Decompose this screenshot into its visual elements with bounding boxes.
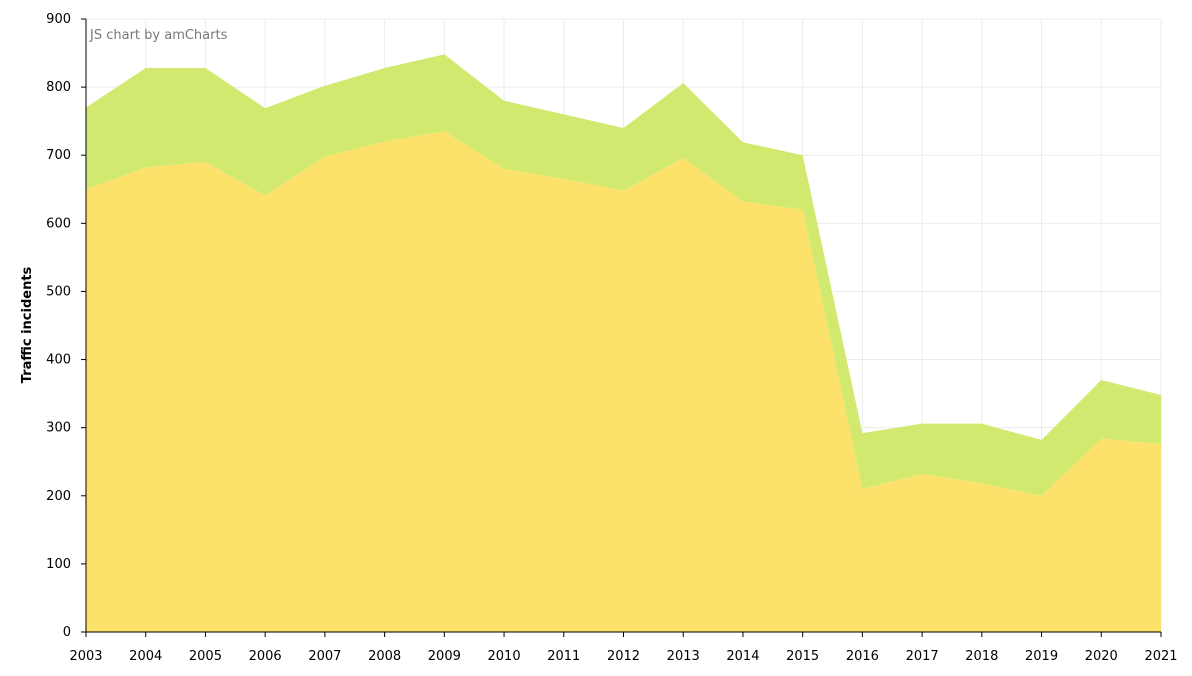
y-tick-label-9: 900 [46, 12, 71, 27]
x-tick-label-12: 2015 [786, 649, 819, 664]
x-tick-label-18: 2021 [1144, 649, 1177, 664]
x-tick-label-8: 2011 [547, 649, 580, 664]
x-tick-label-1: 2004 [129, 649, 162, 664]
x-tick-label-9: 2012 [607, 649, 640, 664]
y-axis-title: Traffic incidents [20, 266, 35, 383]
x-tick-label-0: 2003 [69, 649, 102, 664]
x-tick-label-17: 2020 [1085, 649, 1118, 664]
chart-credit[interactable]: JS chart by amCharts [89, 28, 228, 43]
area-layer [86, 54, 1161, 632]
tick-layer: 0 100 200 300 400 500 600 700 800 900 2003 2004 2005… [46, 12, 1177, 664]
y-tick-label-2: 200 [46, 489, 71, 504]
y-tick-label-5: 500 [46, 284, 71, 299]
y-tick-label-6: 600 [46, 216, 71, 231]
y-tick-label-4: 400 [46, 353, 71, 368]
x-tick-label-2: 2005 [189, 649, 222, 664]
x-tick-label-15: 2018 [965, 649, 998, 664]
x-tick-label-11: 2014 [726, 649, 759, 664]
series-upper-area [86, 54, 1161, 496]
series-lower-area [86, 131, 1161, 632]
x-tick-label-13: 2016 [846, 649, 879, 664]
x-tick-label-6: 2009 [428, 649, 461, 664]
x-tick-label-3: 2006 [249, 649, 282, 664]
x-tick-label-16: 2019 [1025, 649, 1058, 664]
x-tick-label-10: 2013 [667, 649, 700, 664]
y-tick-label-0: 0 [63, 625, 71, 640]
y-tick-label-1: 100 [46, 557, 71, 572]
y-tick-label-8: 800 [46, 80, 71, 95]
x-tick-label-5: 2008 [368, 649, 401, 664]
y-tick-label-3: 300 [46, 421, 71, 436]
y-tick-label-7: 700 [46, 148, 71, 163]
x-tick-label-4: 2007 [308, 649, 341, 664]
x-tick-label-7: 2010 [488, 649, 521, 664]
x-tick-label-14: 2017 [906, 649, 939, 664]
